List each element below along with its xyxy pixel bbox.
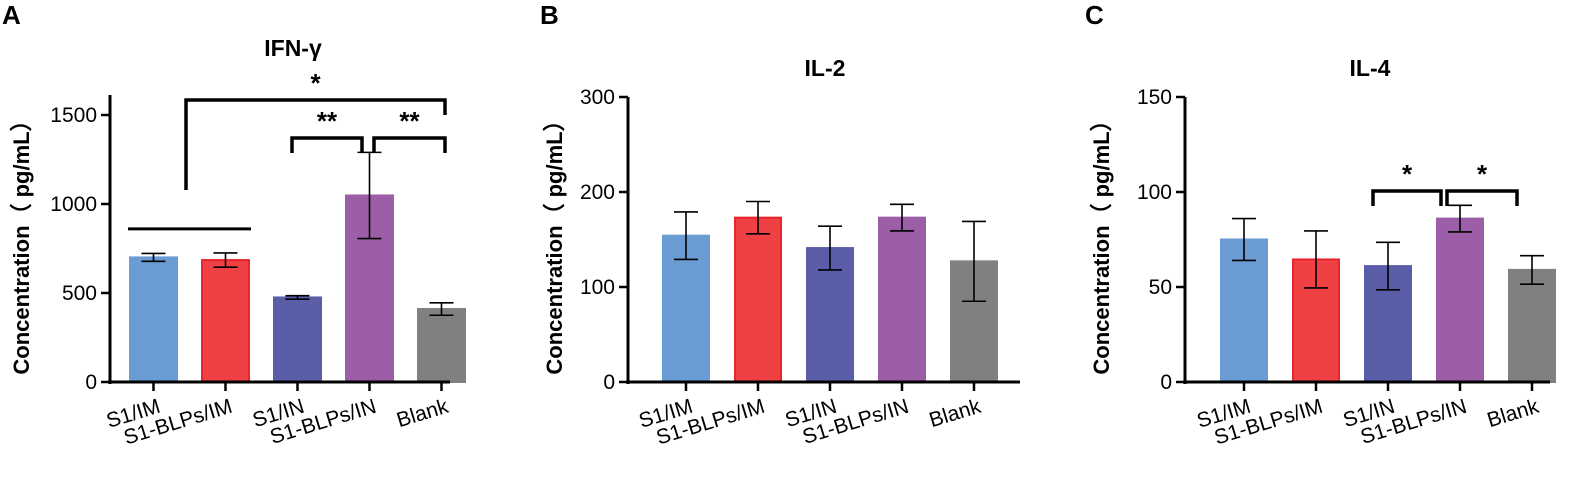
bar (201, 259, 250, 384)
y-tick-label: 150 (1137, 86, 1172, 109)
bar (878, 216, 926, 383)
error-bar (1520, 254, 1544, 285)
bar (734, 216, 782, 383)
error-bar (818, 225, 842, 271)
chart-title: IFN-γ (264, 35, 322, 61)
x-tick-label: Blank (394, 395, 451, 432)
y-tick-label: 50 (1149, 276, 1172, 299)
y-axis-label: Concentration（ pg/mL） (542, 109, 567, 374)
error-bar (890, 203, 914, 232)
x-tick-label: Blank (1485, 395, 1542, 432)
error-bar (429, 301, 454, 317)
significance-marker: * (184, 68, 447, 190)
significance-bracket (290, 136, 364, 153)
bar (1436, 217, 1484, 383)
significance-marker: * (1445, 159, 1519, 206)
y-tick-label: 0 (85, 371, 97, 394)
error-bar (1304, 230, 1328, 289)
y-tick-label: 100 (1137, 181, 1172, 204)
error-bar (1232, 217, 1256, 262)
bar (806, 247, 854, 383)
panel-letter: B (540, 0, 559, 30)
panel-b: B IL-2 Concentration（ pg/mL） 0100200300S… (540, 0, 1020, 450)
panel-letter: A (2, 0, 21, 30)
y-tick-label: 300 (580, 86, 615, 109)
significance-bracket (184, 98, 447, 190)
error-bar (1376, 241, 1400, 291)
error-bar (285, 294, 310, 301)
error-bar (746, 200, 770, 235)
bar (1508, 268, 1556, 383)
significance-label: ** (399, 106, 420, 136)
significance-marker: ** (372, 106, 447, 153)
y-axis-label: Concentration（ pg/mL） (1089, 109, 1114, 374)
y-tick-label: 0 (1160, 371, 1172, 394)
y-tick-label: 1500 (50, 104, 97, 127)
significance-label: * (310, 68, 321, 98)
bar (417, 308, 466, 383)
error-bar (674, 211, 698, 261)
significance-label: * (1477, 159, 1488, 189)
chart-title: IL-2 (805, 55, 846, 81)
bar (129, 256, 178, 383)
bar (1220, 238, 1268, 383)
significance-label: * (1402, 159, 1413, 189)
error-bar (213, 252, 238, 268)
error-bar (141, 252, 166, 263)
significance-bracket (1371, 189, 1443, 206)
y-axis-label: Concentration（ pg/mL） (9, 109, 34, 374)
significance-marker: ** (290, 106, 364, 153)
error-bar (1448, 204, 1472, 233)
panel-letter: C (1085, 0, 1104, 30)
chart-title: IL-4 (1350, 55, 1391, 81)
y-tick-label: 1000 (50, 193, 97, 216)
bar (273, 296, 322, 384)
y-tick-label: 500 (62, 282, 97, 305)
significance-bracket (372, 136, 447, 153)
y-tick-label: 100 (580, 276, 615, 299)
significance-marker: * (1371, 159, 1443, 206)
error-bar (962, 220, 986, 303)
y-tick-label: 200 (580, 181, 615, 204)
y-tick-label: 0 (603, 371, 615, 394)
panel-c: C IL-4 Concentration（ pg/mL） 050100150S1… (1085, 0, 1556, 450)
panel-a: A IFN-γ Concentration（ pg/mL） 0 500 1000 15… (2, 0, 466, 450)
x-tick-label: Blank (927, 395, 984, 432)
significance-bracket (1445, 189, 1519, 206)
significance-label: ** (317, 106, 338, 136)
